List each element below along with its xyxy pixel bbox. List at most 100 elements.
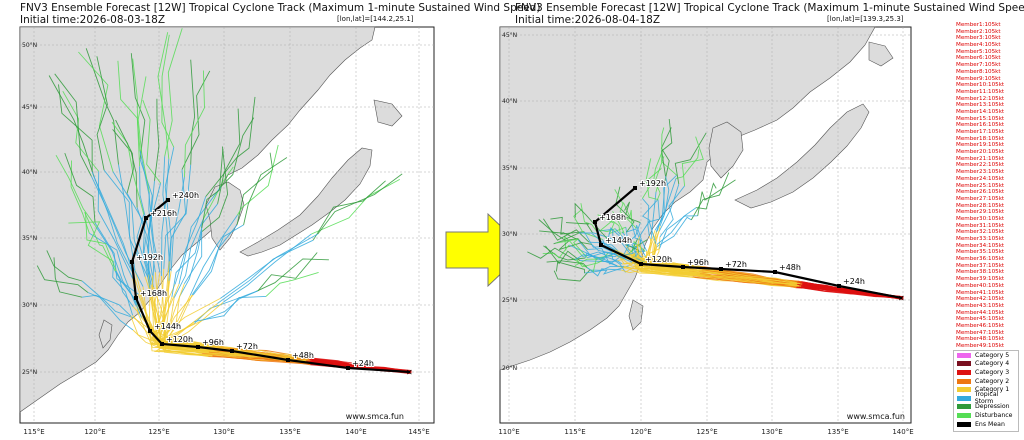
member-track <box>545 245 581 265</box>
legend: Category 5 Category 4 Category 3 Category 2… <box>953 350 1019 432</box>
member-track <box>607 216 622 238</box>
member-list-item: Member34:105kt <box>956 242 1005 249</box>
member-list-item: Member20:105kt <box>956 149 1005 156</box>
member-track <box>690 276 798 288</box>
member-track <box>614 189 637 229</box>
member-track <box>183 203 218 285</box>
member-track <box>690 172 730 221</box>
forecast-panel-left: FNV3 Ensemble Forecast [12W] Tropical Cy… <box>0 0 540 440</box>
member-track <box>648 199 660 244</box>
ens-mean-time-label: +48h <box>779 263 801 272</box>
member-track <box>189 214 238 296</box>
lat-tick-label: 45°N <box>502 32 517 39</box>
member-track <box>591 243 627 259</box>
member-list-item: Member15:105kt <box>956 115 1005 122</box>
member-track <box>78 51 114 172</box>
member-track <box>132 58 141 167</box>
legend-label: Disturbance <box>975 411 1013 419</box>
ens-mean-point <box>633 186 637 190</box>
member-list-item: Member35:105kt <box>956 249 1005 256</box>
member-track <box>625 265 696 276</box>
member-track <box>601 256 623 265</box>
credit: www.smca.fun <box>346 412 404 421</box>
member-track <box>681 136 704 186</box>
lat-tick-label: 35°N <box>22 235 37 242</box>
member-track <box>675 149 700 179</box>
member-track <box>205 96 256 197</box>
ens-mean-track-right: ✕ +24h +48h +72h +96h +120h +144h +168h +192h <box>593 178 905 303</box>
initial-time: Initial time:2026-08-03-18Z <box>20 14 166 26</box>
japan-honshu-right <box>734 103 870 209</box>
lon-tick-label: 115°E <box>23 428 44 436</box>
forecast-panel-right: FNV3 Ensemble Forecast [12W] Tropical Cy… <box>495 0 1024 440</box>
member-list-item: Member12:105kt <box>956 95 1005 102</box>
legend-label: Category 1 <box>975 386 1010 394</box>
ens-mean-time-label: +96h <box>687 258 709 267</box>
member-track <box>661 118 673 177</box>
ens-mean-point <box>230 349 234 353</box>
member-track <box>136 214 151 289</box>
member-list-item: Member18:105kt <box>956 135 1005 142</box>
member-track <box>674 132 707 185</box>
member-track <box>626 228 642 251</box>
member-track <box>85 48 119 165</box>
member-track <box>173 218 204 298</box>
member-track <box>151 275 206 347</box>
legend-entry: Category 1 <box>957 385 1018 394</box>
member-list-item: Member22:105kt <box>956 162 1005 169</box>
ens-mean-time-label: +120h <box>166 335 193 344</box>
ens-mean-time-label: +120h <box>645 255 672 264</box>
member-track <box>111 121 145 215</box>
member-list-item: Member13:105kt <box>956 102 1005 109</box>
member-track <box>572 254 613 273</box>
lat-tick-label: 45°N <box>22 104 37 111</box>
member-track <box>163 261 213 347</box>
member-track <box>694 276 797 288</box>
member-track <box>118 164 149 278</box>
member-track <box>205 345 307 359</box>
member-list-item: Member4:105kt <box>956 42 1001 49</box>
lon-tick-label: 130°E <box>761 428 782 436</box>
ens-mean-point <box>773 270 777 274</box>
member-track <box>85 212 117 272</box>
member-track <box>555 261 585 274</box>
member-track <box>217 108 241 204</box>
member-track <box>587 252 633 263</box>
member-track <box>658 183 680 232</box>
member-list-item: Member48:105kt <box>956 336 1005 343</box>
legend-swatch <box>957 404 971 410</box>
member-track <box>179 231 203 298</box>
legend-entry: Category 3 <box>957 368 1018 377</box>
legend-label: Category 2 <box>975 377 1010 385</box>
ens-mean-point <box>130 260 134 264</box>
lon-tick-label: 130°E <box>213 428 234 436</box>
member-track <box>165 294 214 348</box>
member-track <box>181 70 211 170</box>
member-track <box>655 174 678 233</box>
member-list-item: Member24:105kt <box>956 175 1005 182</box>
lat-tick-label: 30°N <box>502 231 517 238</box>
member-track <box>659 176 670 226</box>
member-track <box>656 216 692 247</box>
member-track <box>87 292 134 331</box>
member-track <box>634 222 648 251</box>
ens-mean-time-label: +24h <box>352 359 374 368</box>
member-track <box>64 152 96 223</box>
member-track <box>650 243 704 272</box>
member-list-item: Member43:105kt <box>956 302 1005 309</box>
member-track <box>553 238 588 250</box>
legend-swatch <box>957 352 971 358</box>
member-track <box>90 176 144 287</box>
member-list-item: Member26:105kt <box>956 189 1005 196</box>
ens-mean-time-label: +144h <box>605 236 632 245</box>
member-list-item: Member39:105kt <box>956 276 1005 283</box>
member-track <box>115 270 142 318</box>
lat-tick-label: 50°N <box>22 42 37 49</box>
member-track <box>639 200 658 237</box>
lat-tick-label: 35°N <box>502 165 517 172</box>
member-track <box>53 257 83 298</box>
member-track <box>96 56 108 171</box>
member-track <box>237 144 279 216</box>
member-track <box>81 294 132 317</box>
member-list-item: Member29:105kt <box>956 209 1005 216</box>
